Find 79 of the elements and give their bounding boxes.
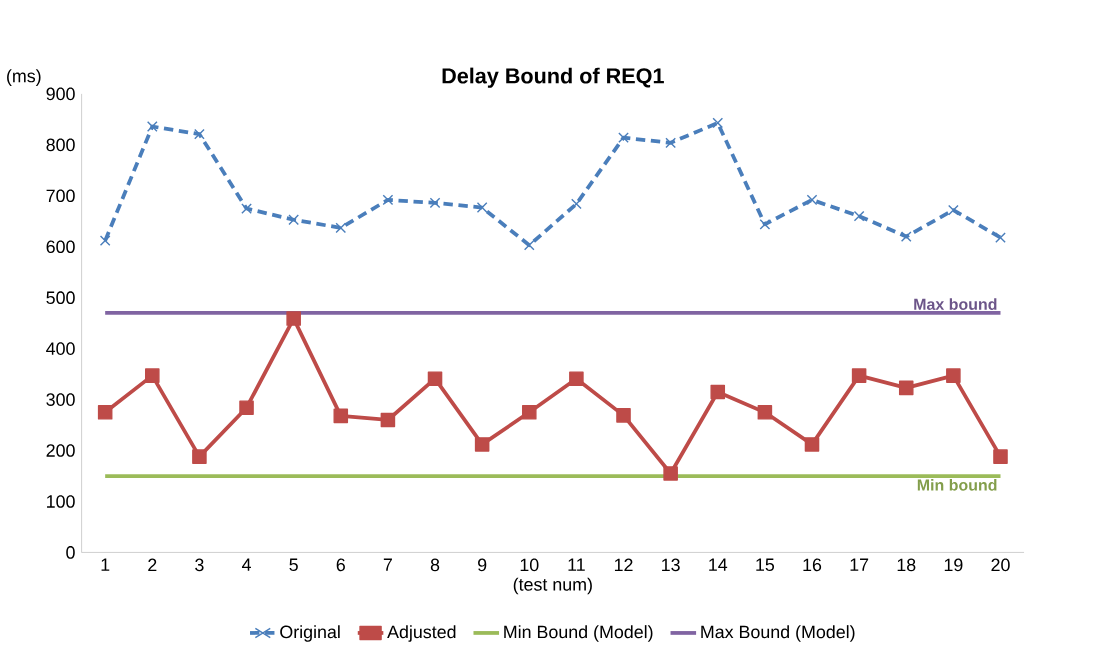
annotation: Max bound [914, 298, 997, 311]
x-tick-label: 3 [195, 558, 204, 572]
point [288, 214, 300, 226]
legend-label: Max Bound (Model) [701, 625, 855, 643]
point [333, 408, 349, 424]
point [521, 405, 537, 420]
point [380, 412, 396, 428]
point [192, 449, 207, 465]
point [239, 400, 254, 416]
point [569, 371, 584, 387]
x-tick-label: 12 [614, 558, 633, 572]
point [995, 232, 1006, 244]
x-tick-label: 18 [897, 558, 916, 572]
point [851, 368, 867, 384]
y-tick-label: 500 [46, 291, 75, 305]
point [946, 368, 961, 384]
point [618, 132, 629, 144]
point [993, 449, 1008, 465]
point [335, 222, 347, 234]
point [710, 384, 726, 400]
point [663, 466, 678, 481]
chart-title: Delay Bound of REQ1 [442, 67, 664, 89]
x-tick-label: 9 [478, 558, 487, 572]
y-tick-label: 300 [46, 393, 75, 407]
y-axis-title: (ms) [7, 69, 41, 87]
point [759, 219, 771, 230]
x-tick-label: 15 [756, 558, 775, 572]
y-tick-label: 0 [66, 546, 75, 559]
point [571, 198, 582, 210]
y-tick-label: 900 [46, 87, 75, 101]
point [145, 368, 160, 384]
point [898, 380, 914, 396]
legend-label: Min Bound (Model) [504, 625, 653, 643]
y-tick-label: 700 [46, 189, 75, 203]
legend-label: Adjusted [387, 625, 456, 643]
x-tick-label: 7 [383, 558, 392, 572]
x-tick-label: 10 [520, 558, 539, 572]
point [427, 371, 443, 387]
x-tick-label: 16 [803, 558, 822, 572]
point [806, 194, 818, 206]
y-tick-label: 600 [46, 240, 75, 254]
point [900, 231, 912, 243]
point [286, 311, 301, 327]
point [99, 235, 111, 247]
x-axis-title: (test num) [513, 577, 592, 595]
point [804, 437, 820, 452]
x-tick-label: 17 [850, 558, 869, 572]
point [194, 129, 205, 140]
x-tick-label: 14 [709, 558, 728, 572]
x-tick-label: 1 [101, 558, 110, 572]
point [241, 203, 252, 215]
point [382, 194, 394, 206]
point [476, 202, 488, 214]
point [429, 197, 441, 209]
annotation: Min bound [917, 479, 997, 491]
y-tick-label: 800 [46, 138, 75, 152]
point [523, 240, 535, 251]
point [757, 405, 773, 420]
point [665, 137, 676, 149]
point [146, 121, 158, 133]
x-tick-label: 2 [148, 558, 157, 572]
x-tick-label: 8 [430, 558, 440, 572]
y-tick-label: 100 [47, 495, 75, 509]
point [474, 437, 490, 452]
x-tick-label: 13 [662, 558, 680, 572]
y-tick-label: 400 [46, 342, 75, 356]
point [853, 211, 865, 222]
x-tick-label: 20 [991, 558, 1010, 572]
x-tick-label: 6 [336, 558, 345, 572]
x-tick-label: 4 [241, 558, 251, 572]
point [97, 405, 113, 420]
y-tick-label: 200 [46, 444, 75, 458]
point [948, 204, 959, 216]
legend-label: Original [280, 625, 340, 643]
x-tick-label: 19 [944, 558, 963, 572]
point [616, 408, 631, 423]
point [712, 117, 724, 129]
x-tick-label: 5 [289, 558, 298, 572]
x-tick-label: 11 [568, 558, 585, 572]
